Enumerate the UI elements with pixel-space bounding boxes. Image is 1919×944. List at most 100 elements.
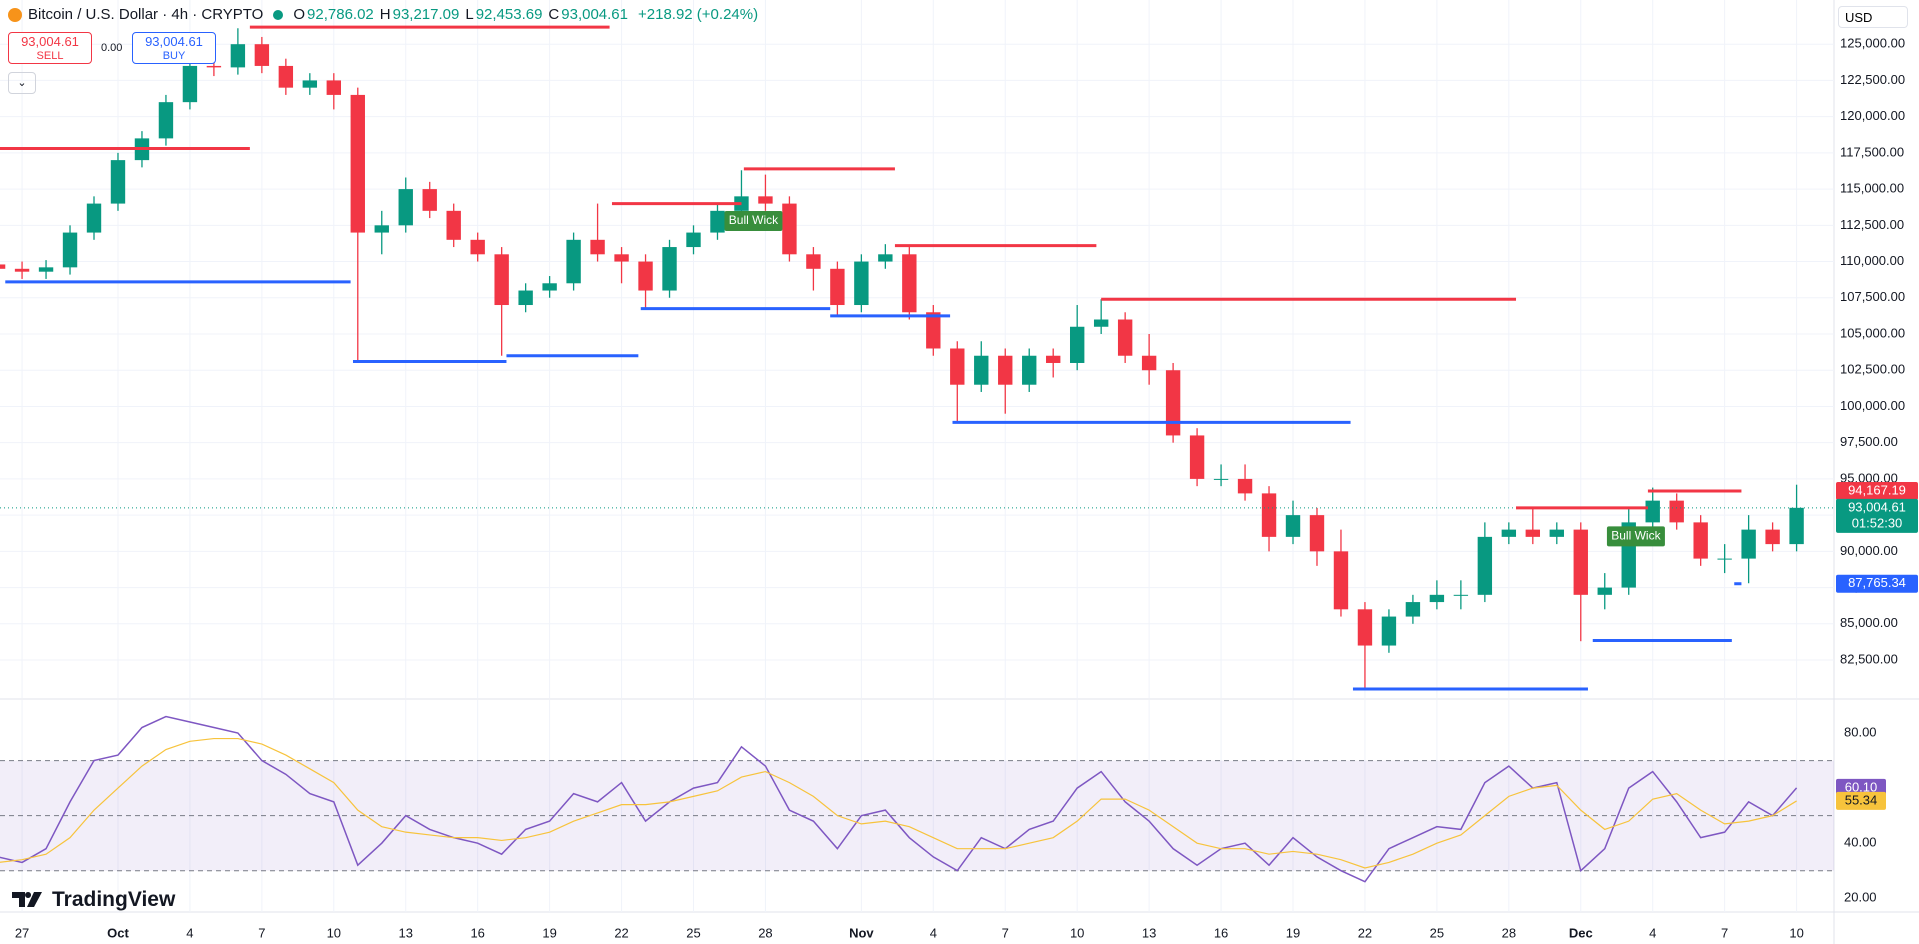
x-tick-label: 7 <box>258 925 265 940</box>
x-tick-label: 10 <box>327 925 341 940</box>
y-tick-label: 115,000.00 <box>1840 181 1904 196</box>
candle-body <box>614 254 629 262</box>
symbol[interactable]: Bitcoin / U.S. Dollar · 4h · CRYPTO <box>28 6 264 23</box>
rsi-tick-label: 20.00 <box>1844 890 1877 905</box>
candle-body <box>1549 529 1564 537</box>
annotation-label: Bull Wick <box>729 213 779 227</box>
y-tick-label: 97,500.00 <box>1840 434 1898 449</box>
x-tick-label: 10 <box>1070 925 1084 940</box>
y-tick-label: 90,000.00 <box>1840 543 1898 558</box>
annotation-box <box>724 210 783 231</box>
candle-body <box>14 268 30 272</box>
rsi-tick-label: 40.00 <box>1844 835 1877 850</box>
rsi-tick-label: 80.00 <box>1844 724 1877 739</box>
ohlc-value: 93,004.61 <box>561 6 628 23</box>
collapse-button[interactable]: ⌄ <box>8 72 36 94</box>
ohlc-key: L <box>465 6 474 23</box>
candle-body <box>470 239 485 255</box>
candle-body <box>710 210 725 233</box>
candle-body <box>806 254 821 269</box>
candle-body <box>566 239 581 284</box>
annotation-box <box>1606 526 1665 547</box>
price-badge <box>1836 574 1918 593</box>
annotation-label: Bull Wick <box>1611 529 1661 543</box>
x-tick-label: 4 <box>186 925 193 940</box>
candle-body <box>590 239 605 255</box>
candle-body <box>1141 355 1157 371</box>
candle-body <box>446 210 461 240</box>
candle-body <box>902 254 917 313</box>
candle-body <box>1189 435 1205 479</box>
y-tick-label: 100,000.00 <box>1840 398 1905 413</box>
change: +218.92 (+0.24%) <box>638 6 759 23</box>
buy-button[interactable]: 93,004.61 BUY <box>132 32 216 64</box>
x-tick-label: 13 <box>399 925 413 940</box>
currency-button[interactable]: USD <box>1838 6 1908 28</box>
x-tick-label: 7 <box>1721 925 1728 940</box>
candle-body <box>1022 355 1037 385</box>
x-tick-label: 25 <box>686 925 700 940</box>
x-tick-label: 13 <box>1142 925 1156 940</box>
y-tick-label: 85,000.00 <box>1840 615 1898 630</box>
candle-body <box>302 80 318 88</box>
y-tick-label: 95,000.00 <box>1840 470 1898 485</box>
y-tick-label: 112,500.00 <box>1840 217 1904 232</box>
candle-body <box>182 65 198 103</box>
x-tick-label: 28 <box>1502 925 1516 940</box>
candle-body <box>1261 493 1277 537</box>
candle-body <box>758 196 773 204</box>
candle-body <box>1309 515 1325 552</box>
ohlc-key: O <box>293 6 306 23</box>
buy-price: 93,004.61 <box>145 34 203 49</box>
candle-body <box>494 254 509 306</box>
brand-logo <box>12 892 42 907</box>
x-tick-label: 4 <box>930 925 937 940</box>
candle-body <box>638 261 653 291</box>
candle-body <box>1237 478 1253 494</box>
sell-button[interactable]: 93,004.61 SELL <box>8 32 92 64</box>
x-tick-label: Oct <box>107 925 129 940</box>
candle-body <box>686 232 701 248</box>
x-tick-label: Dec <box>1569 925 1593 940</box>
countdown: 01:52:30 <box>1852 515 1903 530</box>
candle-body <box>1405 602 1421 617</box>
x-tick-label: Nov <box>849 925 874 940</box>
x-tick-label: 28 <box>758 925 772 940</box>
candle-body <box>374 225 389 233</box>
candle-body <box>1573 529 1588 595</box>
candle-body <box>1381 616 1397 646</box>
ohlc-key: C <box>548 6 560 23</box>
y-tick-label: 82,500.00 <box>1840 651 1898 666</box>
x-tick-label: 22 <box>614 925 628 940</box>
candle-body <box>158 102 174 139</box>
candle-body <box>398 189 413 226</box>
candle-body <box>1693 522 1708 559</box>
candle-body <box>1597 587 1612 595</box>
ohlc-value: 93,217.09 <box>392 6 460 23</box>
candle-body <box>854 261 869 306</box>
candle-body <box>1525 529 1541 537</box>
candle-body <box>926 312 941 349</box>
candle-body <box>206 65 222 68</box>
candle-body <box>1789 507 1804 545</box>
coin-icon <box>8 7 22 22</box>
x-tick-label: 4 <box>1649 925 1656 940</box>
candle-body <box>1069 326 1085 363</box>
x-tick-label: 16 <box>1214 925 1228 940</box>
candle-body <box>1645 500 1660 523</box>
rsi-line <box>0 737 1797 869</box>
x-tick-label: 19 <box>542 925 556 940</box>
eye-dot <box>273 9 284 20</box>
candle-body <box>1453 594 1469 596</box>
x-tick-label: 7 <box>1002 925 1009 940</box>
candle-body <box>1117 319 1133 356</box>
candle-body <box>326 80 341 95</box>
candle-body <box>878 254 893 262</box>
candle-body <box>950 348 965 385</box>
y-tick-label: 105,000.00 <box>1840 325 1905 340</box>
x-tick-label: 10 <box>1789 925 1803 940</box>
candle-body <box>542 283 557 291</box>
candle-body <box>662 247 677 291</box>
